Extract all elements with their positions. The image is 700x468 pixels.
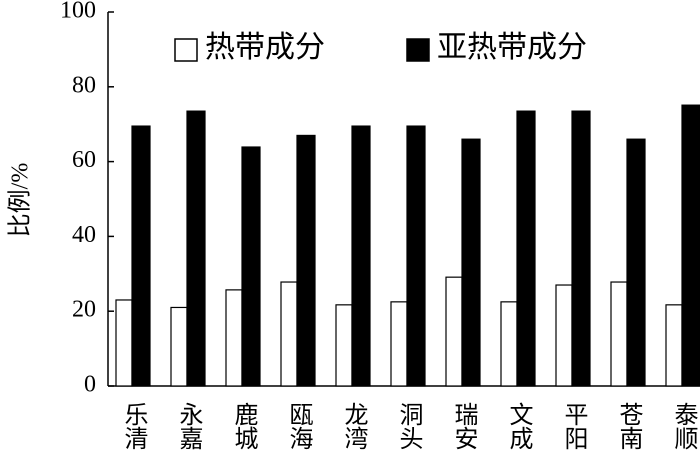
y-tick-label: 100 [60, 0, 96, 24]
bar [665, 304, 683, 387]
x-tick-label: 洞头 [395, 402, 423, 450]
x-tick-label: 永嘉 [175, 402, 203, 450]
x-tick-label: 平阳 [560, 402, 587, 450]
x-tick-label: 瑞安 [450, 402, 477, 450]
bar [406, 125, 426, 387]
y-tick-label: 80 [72, 72, 96, 98]
bar [390, 301, 408, 387]
y-tick-label: 40 [72, 222, 96, 248]
bar [571, 110, 591, 387]
bar [296, 134, 316, 387]
legend-label: 亚热带成分 [437, 31, 587, 64]
x-tick-label: 乐清 [120, 402, 148, 450]
legend-label: 热带成分 [205, 31, 325, 64]
x-tick-label: 泰顺 [670, 402, 698, 450]
bar [445, 276, 463, 387]
bar [555, 284, 573, 387]
x-tick-label: 龙湾 [340, 402, 368, 450]
bar [115, 299, 133, 387]
y-tick-label: 60 [72, 147, 96, 173]
x-tick-label: 鹿城 [230, 402, 258, 450]
x-tick-label: 苍南 [615, 402, 643, 450]
bar [186, 110, 206, 387]
x-tick-label: 瓯海 [285, 402, 312, 450]
bar [225, 289, 243, 387]
bar [335, 304, 353, 387]
bar [280, 281, 298, 387]
bar [516, 110, 536, 387]
x-tick-label: 文成 [505, 402, 533, 450]
bar [610, 281, 628, 387]
bar [500, 301, 518, 387]
y-tick-label: 0 [84, 372, 96, 398]
bar [351, 125, 371, 387]
bar [170, 306, 188, 387]
legend-swatch [406, 38, 430, 62]
bar [681, 104, 700, 387]
bar [241, 146, 261, 387]
bar [461, 138, 481, 387]
bar [131, 125, 151, 387]
bar [626, 138, 646, 387]
y-axis-label: 比例/% [7, 163, 34, 238]
y-tick-label: 20 [72, 297, 96, 323]
legend-swatch [174, 38, 198, 62]
